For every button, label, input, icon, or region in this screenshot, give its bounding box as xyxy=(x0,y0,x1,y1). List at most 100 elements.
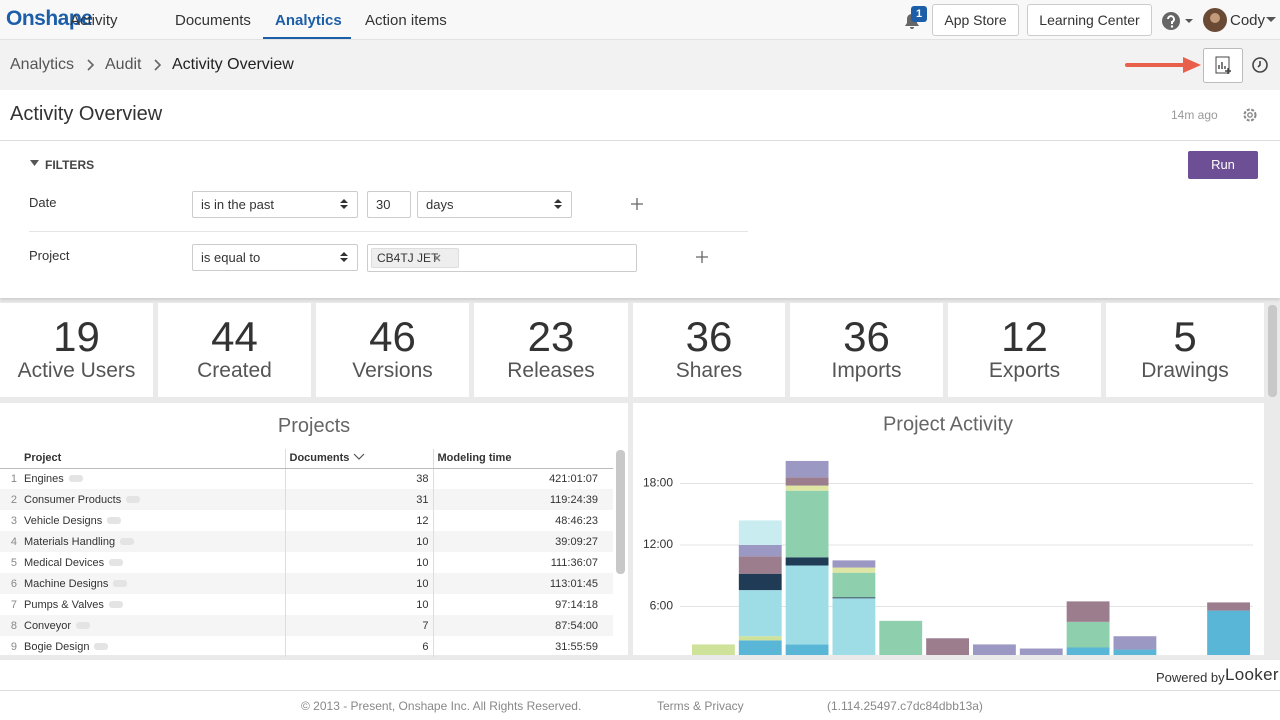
y-tick-label: 12:00 xyxy=(643,537,673,551)
modeling-time-cell: 31:55:59 xyxy=(555,640,598,653)
sort-icon[interactable] xyxy=(353,453,365,461)
modeling-time-cell: 111:36:07 xyxy=(550,556,598,569)
nav-tab[interactable]: Documents xyxy=(175,12,251,29)
bar-segment xyxy=(785,485,829,491)
settings-icon[interactable] xyxy=(1241,106,1259,124)
more-menu[interactable] xyxy=(120,538,135,546)
more-menu[interactable] xyxy=(107,517,122,525)
operator-select[interactable]: is in the past xyxy=(192,191,358,218)
more-menu[interactable] xyxy=(126,496,141,504)
filter-tag[interactable]: CB4TJ JET xyxy=(371,248,460,268)
row-number: 5 xyxy=(10,556,17,569)
learning-center-button[interactable]: Learning Center xyxy=(1027,4,1152,36)
run-button[interactable]: Run xyxy=(1188,151,1258,179)
kpi-label: Versions xyxy=(352,359,433,382)
logo[interactable]: Onshape xyxy=(6,7,93,30)
kpi-value: 44 xyxy=(211,313,258,360)
project-name[interactable]: Engines xyxy=(24,472,64,485)
avatar[interactable] xyxy=(1203,8,1227,32)
header-cell xyxy=(0,449,20,469)
row-number: 2 xyxy=(0,489,20,510)
kpi-value: 12 xyxy=(1001,313,1048,360)
bar-segment xyxy=(785,565,829,645)
bar-segment xyxy=(832,597,876,599)
more-menu[interactable] xyxy=(113,580,128,588)
add-filter[interactable] xyxy=(630,197,644,211)
column-header[interactable]: Project xyxy=(20,449,286,469)
remove-tag[interactable] xyxy=(433,254,441,262)
chart-panel: Project Activity 6:00 12:00 18:00 xyxy=(633,403,1264,655)
project-name[interactable]: Machine Designs xyxy=(24,577,109,590)
more-menu[interactable] xyxy=(76,622,91,630)
active-tab-underline xyxy=(263,37,351,39)
modeling-time-cell: 48:46:23 xyxy=(555,514,598,527)
table-row: 8 Conveyor 7 87:54:00 xyxy=(0,615,613,636)
copyright: © 2013 - Present, Onshape Inc. All Right… xyxy=(301,699,582,713)
collapse-caret[interactable] xyxy=(30,160,40,168)
breadcrumb[interactable]: Analytics xyxy=(10,56,75,73)
project-cell: Medical Devices xyxy=(20,552,286,573)
nav-tab[interactable]: Analytics xyxy=(275,12,342,29)
kpi-tile: 19 Active Users xyxy=(0,303,153,397)
column-header[interactable]: Documents xyxy=(285,449,434,469)
breadcrumb[interactable]: Audit xyxy=(105,56,142,73)
bar-segment xyxy=(785,644,829,655)
add-filter[interactable] xyxy=(695,250,709,264)
terms-link[interactable]: Terms & Privacy xyxy=(657,699,744,713)
top-nav: Onshape 1 App Store Learning Center Cody… xyxy=(0,0,1280,40)
project-cell: Bogie Design xyxy=(20,636,286,657)
modeling-time-cell: 119:24:39 xyxy=(433,489,613,510)
row-number: 1 xyxy=(10,472,17,485)
modeling-time-cell: 421:01:07 xyxy=(549,472,598,485)
project-cell: Engines xyxy=(20,468,286,489)
nav-tab[interactable]: Activity xyxy=(70,12,118,29)
project-cell: Pumps & Valves xyxy=(20,594,286,615)
kpi-tile: 44 Created xyxy=(158,303,311,397)
nav-tab[interactable]: Action items xyxy=(365,12,447,29)
add-tile-button[interactable] xyxy=(1203,48,1243,83)
modeling-time-cell: 113:01:45 xyxy=(433,573,613,594)
chart-title: Project Activity xyxy=(883,413,1013,435)
operator-select[interactable]: is equal to xyxy=(192,244,358,271)
help-icon[interactable] xyxy=(1161,11,1195,31)
kpi-tile: 36 Shares xyxy=(633,303,785,397)
pointer-arrow xyxy=(1125,57,1201,73)
kpi-label: Exports xyxy=(988,359,1061,382)
modeling-time-cell: 87:54:00 xyxy=(433,615,613,636)
project-name[interactable]: Conveyor xyxy=(24,619,72,632)
filters-toggle[interactable]: FILTERS xyxy=(45,158,95,172)
kpi-tile: 46 Versions xyxy=(316,303,469,397)
scrollbar xyxy=(1268,305,1277,397)
app-store-button[interactable]: App Store xyxy=(932,4,1019,36)
documents-cell: 6 xyxy=(285,636,434,657)
documents-cell: 38 xyxy=(285,468,434,489)
project-name[interactable]: Consumer Products xyxy=(24,493,122,506)
project-name[interactable]: Materials Handling xyxy=(24,535,116,548)
bar-segment xyxy=(785,490,829,558)
select-arrows xyxy=(554,199,562,209)
project-name[interactable]: Bogie Design xyxy=(24,640,90,653)
more-menu[interactable] xyxy=(109,559,124,567)
project-name[interactable]: Pumps & Valves xyxy=(24,598,104,611)
notification-badge[interactable]: 1 xyxy=(911,6,927,22)
more-menu[interactable] xyxy=(94,643,109,651)
more-menu[interactable] xyxy=(108,601,123,609)
tag-input[interactable] xyxy=(367,244,637,272)
value-input[interactable]: 30 xyxy=(367,191,411,218)
unit-select[interactable]: days xyxy=(417,191,572,218)
kpi-value: 36 xyxy=(843,313,890,360)
kpi-value: 46 xyxy=(369,313,416,360)
project-name[interactable]: Medical Devices xyxy=(24,556,105,569)
bar-segment xyxy=(1113,649,1157,655)
user-name[interactable]: Cody xyxy=(1230,12,1266,29)
documents-cell: 10 xyxy=(285,573,434,594)
user-caret[interactable] xyxy=(1266,17,1276,23)
table-row: 6 Machine Designs 10 113:01:45 xyxy=(0,573,613,594)
history-icon[interactable] xyxy=(1251,56,1269,74)
column-header[interactable]: Modeling time xyxy=(433,449,613,469)
more-menu[interactable] xyxy=(68,475,83,483)
project-cell: Materials Handling xyxy=(20,531,286,552)
bar-segment xyxy=(738,636,782,641)
documents-cell: 10 xyxy=(285,531,434,552)
project-name[interactable]: Vehicle Designs xyxy=(24,514,103,527)
